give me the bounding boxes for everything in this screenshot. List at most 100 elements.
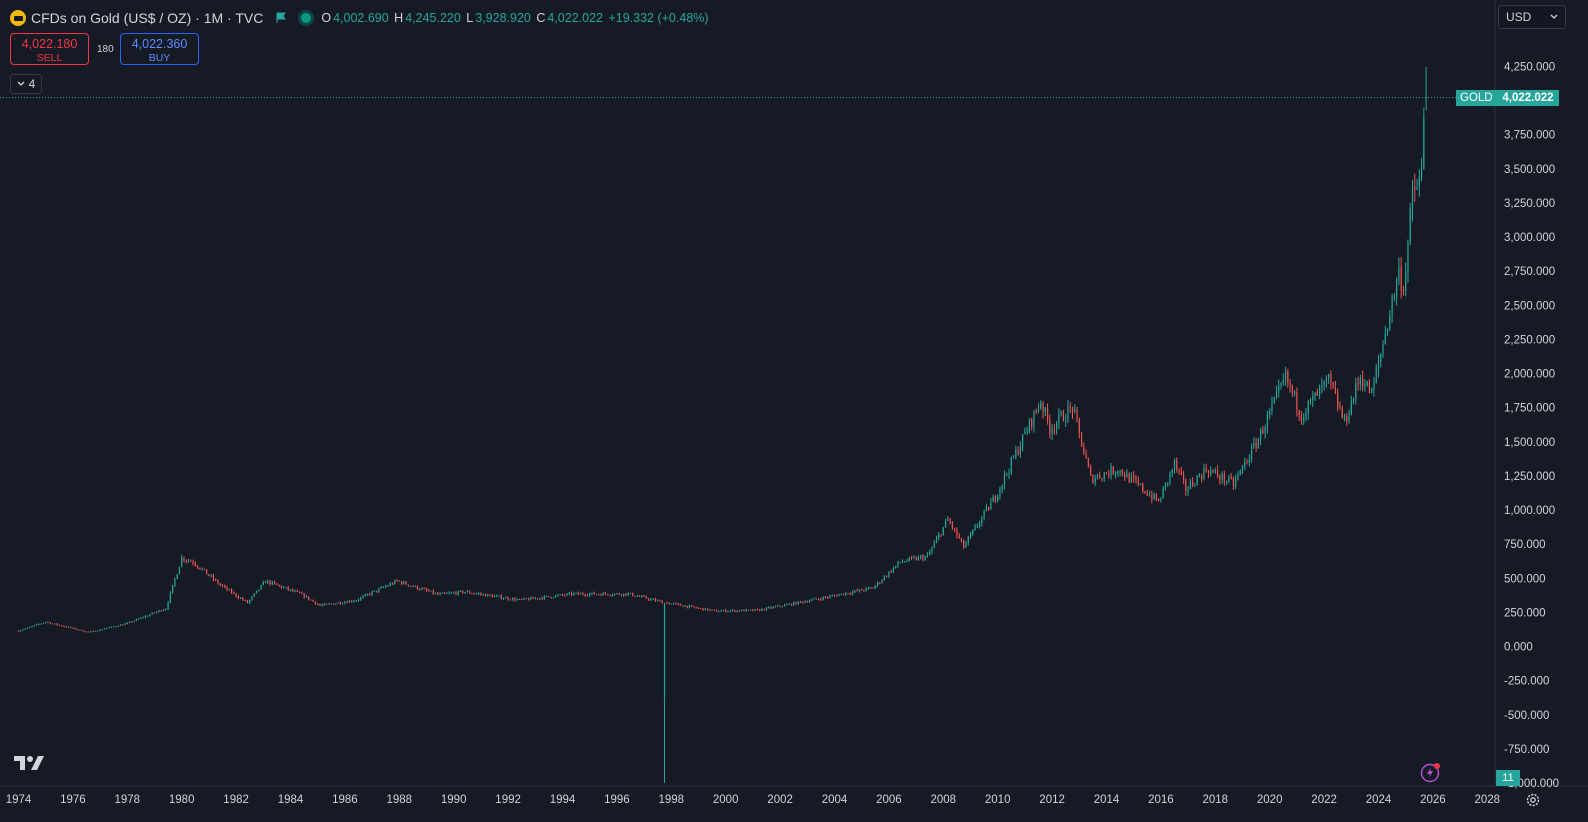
tradingview-logo-icon[interactable] bbox=[14, 754, 44, 772]
candle-body bbox=[861, 589, 863, 591]
candle-body bbox=[1173, 460, 1176, 470]
candle-body bbox=[913, 557, 915, 559]
candle-body bbox=[1339, 406, 1341, 409]
candle-body bbox=[26, 627, 29, 629]
candle-body bbox=[1189, 481, 1191, 489]
candle-body bbox=[1203, 468, 1205, 479]
buy-button[interactable]: 4,022.360 BUY bbox=[120, 33, 199, 65]
candle-body bbox=[663, 604, 666, 702]
candle-body bbox=[444, 592, 446, 594]
candle-body bbox=[172, 584, 174, 593]
candle-body bbox=[804, 601, 806, 603]
candle-body bbox=[468, 591, 471, 594]
candle-body bbox=[938, 534, 940, 539]
candle-body bbox=[781, 606, 783, 608]
candle-body bbox=[1337, 393, 1339, 407]
candle-body bbox=[99, 629, 101, 631]
candle-body bbox=[1028, 419, 1031, 432]
candle-body bbox=[559, 594, 561, 596]
candle-body bbox=[793, 602, 795, 606]
candle-body bbox=[208, 574, 210, 576]
candle-body bbox=[330, 603, 332, 605]
candle-body bbox=[1162, 488, 1164, 499]
candle-body bbox=[144, 615, 147, 618]
candle-body bbox=[836, 595, 838, 597]
candle-body bbox=[940, 534, 942, 536]
candle-body bbox=[1284, 371, 1287, 381]
candle-body bbox=[1187, 488, 1189, 492]
time-tick-label: 1976 bbox=[60, 794, 86, 806]
candle-body bbox=[471, 593, 473, 595]
candle-body bbox=[1080, 432, 1083, 447]
time-axis[interactable]: 1974 1976 1978 1980 1982 1984 1986 1988 1990 1992… bbox=[6, 794, 1500, 806]
candle-body bbox=[881, 580, 883, 583]
candle-body bbox=[1216, 470, 1219, 477]
candle-body bbox=[541, 597, 543, 599]
price-tick-label: 1,500.000 bbox=[1504, 437, 1555, 449]
candle-body bbox=[405, 581, 407, 585]
candle-body bbox=[63, 625, 65, 627]
lightning-icon[interactable] bbox=[1420, 761, 1442, 783]
candle-body bbox=[648, 598, 650, 600]
candle-body bbox=[142, 617, 144, 619]
sell-label: SELL bbox=[36, 52, 63, 64]
candle-body bbox=[1207, 470, 1210, 475]
candle-body bbox=[355, 600, 357, 602]
candle-body bbox=[289, 589, 292, 591]
time-tick-label: 1988 bbox=[387, 794, 413, 806]
candle-body bbox=[604, 592, 607, 595]
indicators-toggle[interactable]: 4 bbox=[10, 74, 42, 94]
candle-body bbox=[951, 523, 953, 529]
candle-body bbox=[312, 599, 314, 602]
candle-body bbox=[1010, 457, 1012, 473]
candle-body bbox=[478, 593, 480, 595]
candle-body bbox=[88, 631, 90, 633]
candle-body bbox=[1085, 453, 1087, 459]
candle-body bbox=[1400, 266, 1402, 291]
candle-body bbox=[693, 606, 695, 608]
candle-body bbox=[1001, 484, 1003, 489]
candle-body bbox=[1418, 177, 1420, 188]
candle-body bbox=[1017, 449, 1019, 455]
time-tick-label: 2000 bbox=[713, 794, 739, 806]
candle-body bbox=[378, 588, 380, 592]
currency-select[interactable]: USD bbox=[1498, 5, 1566, 29]
candle-body bbox=[487, 594, 489, 597]
candle-body bbox=[274, 581, 276, 584]
candle-body bbox=[512, 598, 514, 600]
price-tick-label: 0.000 bbox=[1504, 642, 1533, 654]
candle-body bbox=[94, 630, 97, 632]
flag-icon[interactable] bbox=[275, 12, 287, 24]
candle-body bbox=[1046, 407, 1049, 421]
candle-body bbox=[763, 608, 765, 610]
candle-body bbox=[527, 598, 530, 600]
candle-body bbox=[1087, 458, 1089, 467]
candle-body bbox=[582, 593, 584, 595]
candle-body bbox=[185, 560, 187, 562]
candle-body bbox=[1069, 406, 1071, 408]
candle-body bbox=[74, 627, 76, 630]
candle-body bbox=[339, 602, 341, 604]
candle-body bbox=[729, 610, 731, 612]
candle-body bbox=[682, 605, 684, 607]
gear-icon[interactable] bbox=[1525, 792, 1541, 808]
price-axis[interactable]: 4,250.0004,000.0003,750.0003,500.0003,25… bbox=[1504, 61, 1559, 790]
candle-body bbox=[750, 609, 752, 611]
candle-body bbox=[203, 568, 205, 570]
candle-body bbox=[534, 598, 536, 600]
sell-button[interactable]: 4,022.180 SELL bbox=[10, 33, 89, 65]
candle-body bbox=[158, 610, 160, 612]
time-tick-label: 1974 bbox=[6, 794, 32, 806]
symbol-title[interactable]: CFDs on Gold (US$ / OZ) · 1M · TVC bbox=[31, 10, 264, 26]
candle-body bbox=[1357, 383, 1359, 385]
candle-body bbox=[1112, 466, 1114, 475]
candle-body bbox=[727, 611, 729, 613]
candle-body bbox=[29, 626, 31, 628]
candle-body bbox=[679, 604, 681, 606]
candle-body bbox=[761, 608, 763, 611]
candle-body bbox=[1117, 472, 1119, 474]
time-tick-label: 2026 bbox=[1420, 794, 1446, 806]
candle-body bbox=[999, 488, 1001, 497]
candle-body bbox=[1053, 429, 1055, 431]
